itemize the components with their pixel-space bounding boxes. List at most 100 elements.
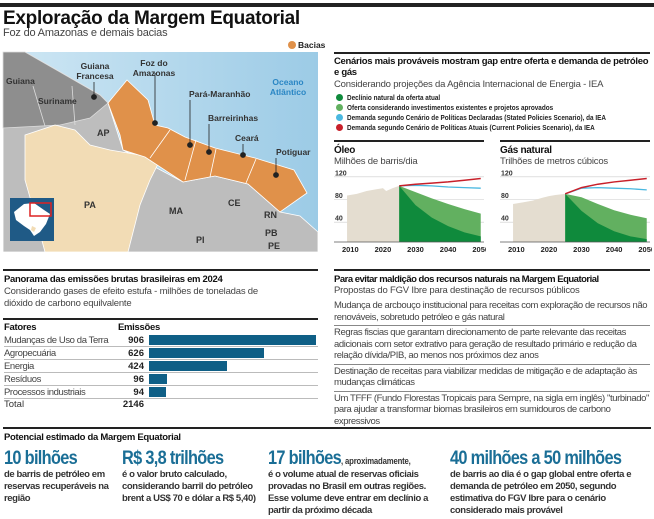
emission-value: 424 (128, 361, 144, 372)
label-barreirinhas: Barreirinhas (208, 113, 259, 123)
scenarios-rule (334, 52, 650, 54)
border-line (32, 85, 46, 127)
stat-number: R$ 3,8 trilhões (122, 448, 224, 469)
emission-bar (149, 374, 167, 384)
emission-value: 906 (128, 335, 144, 346)
proposal-item: Destinação de receitas para viabilizar m… (334, 365, 650, 392)
basin-markers (91, 73, 279, 178)
label-ceara: Ceará (235, 133, 259, 143)
table-row: Processos industriais 94 (4, 386, 318, 399)
emission-bar (149, 387, 167, 397)
y-tick-label: 80 (501, 193, 509, 200)
legend-item-stated-demand: Demanda segundo Cenário de Políticas Dec… (336, 113, 652, 122)
factor-label: Energia (4, 361, 34, 372)
history-area (347, 185, 400, 242)
y-tick-label: 40 (335, 216, 343, 223)
label-foz-do-amazonas: Foz do Amazonas (132, 58, 176, 78)
proposals-title: Para evitar maldição dos recursos natura… (334, 274, 599, 285)
label-rn: RN (264, 210, 277, 220)
potential-rule (3, 427, 651, 429)
emissions-rule (3, 269, 318, 271)
legend-dot (336, 114, 343, 121)
label-ap: AP (97, 128, 110, 138)
proposals-rule (334, 269, 650, 271)
stated-demand-line (399, 184, 481, 189)
x-tick-label: 2040 (440, 245, 457, 254)
brazil-inset (10, 198, 54, 241)
stat-suffix: , aproximadamente, (341, 456, 411, 466)
table-row: Energia 424 (4, 360, 318, 373)
stat-number: 40 milhões a 50 milhões (450, 448, 622, 469)
stat-value: 17 bilhões, aproximadamente, (268, 448, 411, 470)
col-header-emissions: Emissões (118, 322, 160, 333)
legend-dot (336, 104, 343, 111)
x-tick-label: 2020 (541, 245, 558, 254)
emission-value: 96 (133, 374, 144, 385)
emission-value: 94 (133, 387, 144, 398)
stat-text: de barris de petróleo em reservas recupe… (4, 469, 109, 504)
table-row: Resíduos 96 (4, 373, 318, 386)
emissions-subtitle: Considerando gases de efeito estufa - mi… (4, 286, 258, 309)
x-tick-label: 2030 (573, 245, 590, 254)
emissions-title: Panorama das emissões brutas brasileiras… (4, 274, 223, 285)
legend-item-current-demand: Demanda segundo Cenário de Políticas Atu… (336, 123, 638, 132)
y-tick-label: 120 (335, 170, 347, 177)
factor-label: Resíduos (4, 374, 41, 385)
legend-dot (336, 124, 343, 131)
label-pb: PB (265, 228, 278, 238)
top-rule (0, 3, 654, 7)
label-pa: PA (84, 200, 96, 210)
emission-value: 626 (128, 348, 144, 359)
y-tick-label: 80 (335, 193, 343, 200)
legend-item-decline: Declínio natural da oferta atual (336, 93, 457, 102)
basin-divider (149, 129, 171, 159)
decline-area (399, 185, 481, 242)
basin-divider (209, 148, 217, 178)
gas-chart: 40 80 120 2010 2020 2030 2040 2050 (500, 170, 652, 254)
table-rule (3, 318, 318, 320)
basin-divider (184, 139, 197, 181)
oil-title: Óleo (334, 145, 356, 156)
stat-value: 40 milhões a 50 milhões (450, 448, 622, 470)
scenarios-subtitle: Considerando projeções da Agência Intern… (334, 79, 604, 90)
emission-bar (149, 348, 265, 358)
map (2, 41, 319, 253)
x-tick-label: 2010 (508, 245, 525, 254)
oil-subtitle: Milhões de barris/dia (334, 156, 418, 167)
stat-text: de barris ao dia é o gap global entre of… (450, 469, 632, 516)
label-guiana: Guiana (6, 76, 35, 86)
stat-text: é o valor bruto calculado, considerando … (122, 469, 256, 504)
stat-number: 17 bilhões (268, 448, 342, 469)
stat-value: R$ 3,8 trilhões (122, 448, 224, 470)
label-guiana-francesa: Guiana Francesa (76, 61, 114, 81)
map-legend-basins: Bacias (298, 40, 326, 50)
gas-title: Gás natural (500, 145, 552, 156)
oil-chart: 40 80 120 2010 2020 2030 2040 2050 (334, 170, 486, 254)
scenarios-title: Cenários mais prováveis mostram gap entr… (334, 56, 649, 78)
proposal-item: Regras fiscias que garantam direcionamen… (334, 326, 650, 365)
legend-item-supply: Oferta considerando investimentos existe… (336, 103, 590, 112)
basins (107, 79, 308, 213)
proposals-list: Mudança de arcbouço institucional para r… (334, 299, 650, 429)
stat-number: 10 bilhões (4, 448, 78, 469)
factor-label: Processos industriais (4, 387, 86, 398)
legend-label: Declínio natural da oferta atual (347, 93, 441, 102)
x-tick-label: 2050 (472, 245, 486, 254)
emission-bar (149, 361, 228, 371)
table-row: Mudanças de Uso da Terra 906 (4, 334, 318, 347)
x-tick-label: 2020 (375, 245, 392, 254)
proposals-subtitle: Propostas do FGV Ibre para destinação de… (334, 285, 580, 296)
legend-dot (336, 94, 343, 101)
current-demand-line (564, 177, 647, 195)
x-tick-label: 2010 (342, 245, 359, 254)
label-ma: MA (169, 206, 183, 216)
y-tick-label: 40 (501, 216, 509, 223)
emission-bar (149, 335, 316, 345)
factor-label: Mudanças de Uso da Terra (4, 335, 109, 346)
label-potiguar: Potiguar (276, 147, 311, 157)
oil-rule (334, 140, 484, 142)
x-tick-label: 2040 (606, 245, 623, 254)
stat-text: é o volume atual de reservas oficiais pr… (268, 469, 428, 516)
potential-title: Potencial estimado da Margem Equatorial (4, 432, 181, 443)
border-line (71, 85, 76, 126)
